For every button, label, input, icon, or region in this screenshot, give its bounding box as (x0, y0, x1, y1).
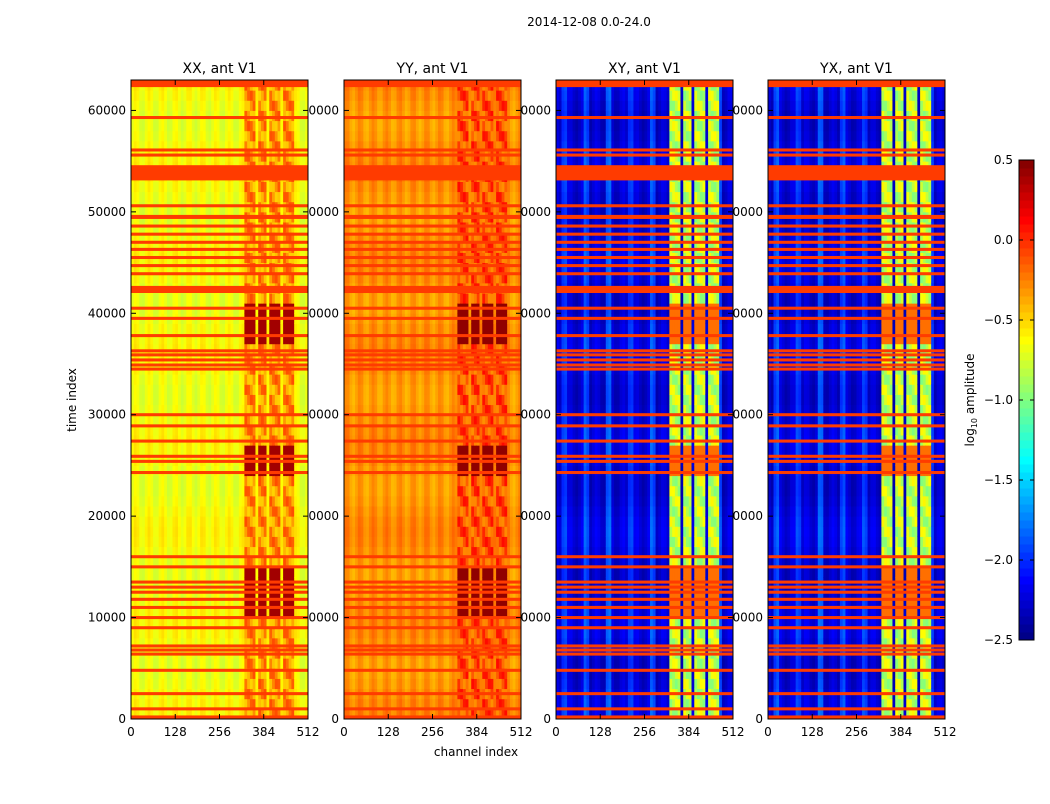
x-tick-label: 256 (845, 725, 868, 739)
flagged-row (768, 471, 945, 474)
flagged-row (768, 644, 945, 647)
flagged-row (768, 586, 945, 589)
flagged-row (768, 241, 945, 244)
flagged-row (768, 272, 945, 275)
flagged-row (768, 317, 945, 320)
flagged-row (768, 413, 945, 416)
flagged-row (768, 555, 945, 558)
flagged-row (768, 116, 945, 119)
flagged-row (768, 204, 945, 207)
flagged-row (768, 455, 945, 458)
figure-suptitle: 2014-12-08 0.0-24.0 (527, 15, 651, 29)
flagged-row (768, 353, 945, 356)
flagged-row (768, 581, 945, 584)
x-tick-label: 512 (934, 725, 957, 739)
flagged-row (768, 565, 945, 568)
x-axis-label: channel index (434, 745, 518, 759)
flagged-row (768, 215, 945, 219)
panel-title: YX, ant V1 (819, 61, 893, 77)
flagged-row (768, 649, 945, 652)
flagged-row (768, 424, 945, 427)
flagged-row (768, 606, 945, 609)
flagged-row (768, 707, 945, 710)
flagged-row (768, 616, 945, 619)
y-tick-label: 0 (755, 712, 763, 726)
flagged-row (768, 256, 945, 259)
flagged-row (768, 248, 945, 251)
heatmap (768, 80, 946, 720)
y-tick-label: 0 (543, 712, 551, 726)
flagged-row (768, 154, 945, 157)
flagged-row (768, 626, 945, 629)
flagged-row (768, 358, 945, 361)
x-tick-label: 0 (764, 725, 772, 739)
flagged-row (768, 653, 945, 656)
flagged-row (768, 233, 945, 236)
x-tick-label: 384 (889, 725, 912, 739)
flagged-row (768, 165, 945, 180)
flagged-row (768, 307, 945, 310)
flagged-row (768, 148, 945, 151)
flagged-row (768, 669, 945, 672)
flagged-row (768, 598, 945, 601)
flagged-row (768, 349, 945, 352)
y-axis-label: time index (65, 368, 79, 432)
flagged-row (768, 225, 945, 228)
x-tick-label: 128 (801, 725, 824, 739)
flagged-row (768, 692, 945, 695)
flagged-row (768, 286, 945, 293)
flagged-row (768, 334, 945, 337)
flagged-row (768, 440, 945, 443)
heatmap (556, 80, 734, 720)
flagged-row (768, 460, 945, 463)
flagged-row (768, 264, 945, 267)
flagged-row (768, 368, 945, 371)
flagged-row (768, 591, 945, 594)
flagged-row (768, 363, 945, 366)
